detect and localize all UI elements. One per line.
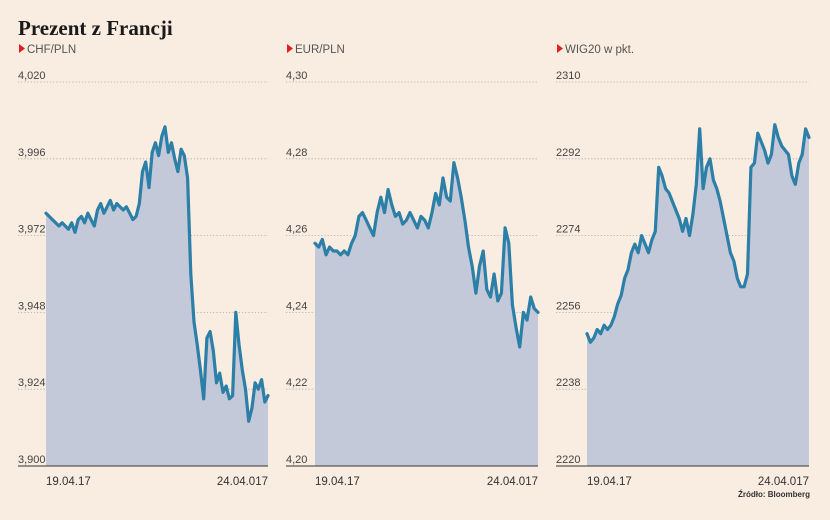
- x-tick-label: 19.04.17: [587, 476, 632, 488]
- x-tick-label: 24.04.017: [487, 476, 538, 488]
- series-area: [315, 162, 538, 466]
- x-tick-label: 19.04.17: [315, 476, 360, 488]
- label-marker-icon: [557, 44, 563, 53]
- y-tick-label: 3,972: [18, 224, 46, 236]
- x-tick-label: 24.04.017: [217, 476, 268, 488]
- y-tick-label: 2238: [556, 377, 580, 389]
- y-tick-label: 4,30: [286, 70, 307, 82]
- y-tick-label: 2292: [556, 147, 580, 159]
- y-tick-label: 3,924: [18, 377, 46, 389]
- y-tick-label: 4,28: [286, 147, 307, 159]
- y-tick-label: 4,020: [18, 70, 46, 82]
- y-tick-label: 3,996: [18, 147, 46, 159]
- series-area: [587, 124, 809, 466]
- source-note: Źródło: Bloomberg: [738, 490, 810, 499]
- series-line: [313, 161, 540, 349]
- y-tick-label: 4,20: [286, 454, 307, 466]
- series-label: WIG20 w pkt.: [565, 44, 634, 56]
- chart-title: Prezent z Francji: [18, 16, 173, 40]
- series-label: EUR/PLN: [295, 44, 345, 56]
- x-tick-label: 24.04.017: [758, 476, 809, 488]
- series-line: [44, 125, 270, 423]
- y-tick-label: 4,26: [286, 224, 307, 236]
- y-tick-label: 4,22: [286, 377, 307, 389]
- label-marker-icon: [19, 44, 25, 53]
- series-line: [585, 123, 811, 344]
- series-area: [46, 126, 268, 467]
- label-marker-icon: [287, 44, 293, 53]
- y-tick-label: 4,24: [286, 300, 307, 312]
- y-tick-label: 2220: [556, 454, 580, 466]
- y-tick-label: 2274: [556, 224, 580, 236]
- y-tick-label: 3,948: [18, 300, 46, 312]
- x-tick-label: 19.04.17: [46, 476, 91, 488]
- y-tick-label: 2256: [556, 300, 580, 312]
- series-label: CHF/PLN: [27, 44, 76, 56]
- y-tick-label: 2310: [556, 70, 580, 82]
- y-tick-label: 3,900: [18, 454, 46, 466]
